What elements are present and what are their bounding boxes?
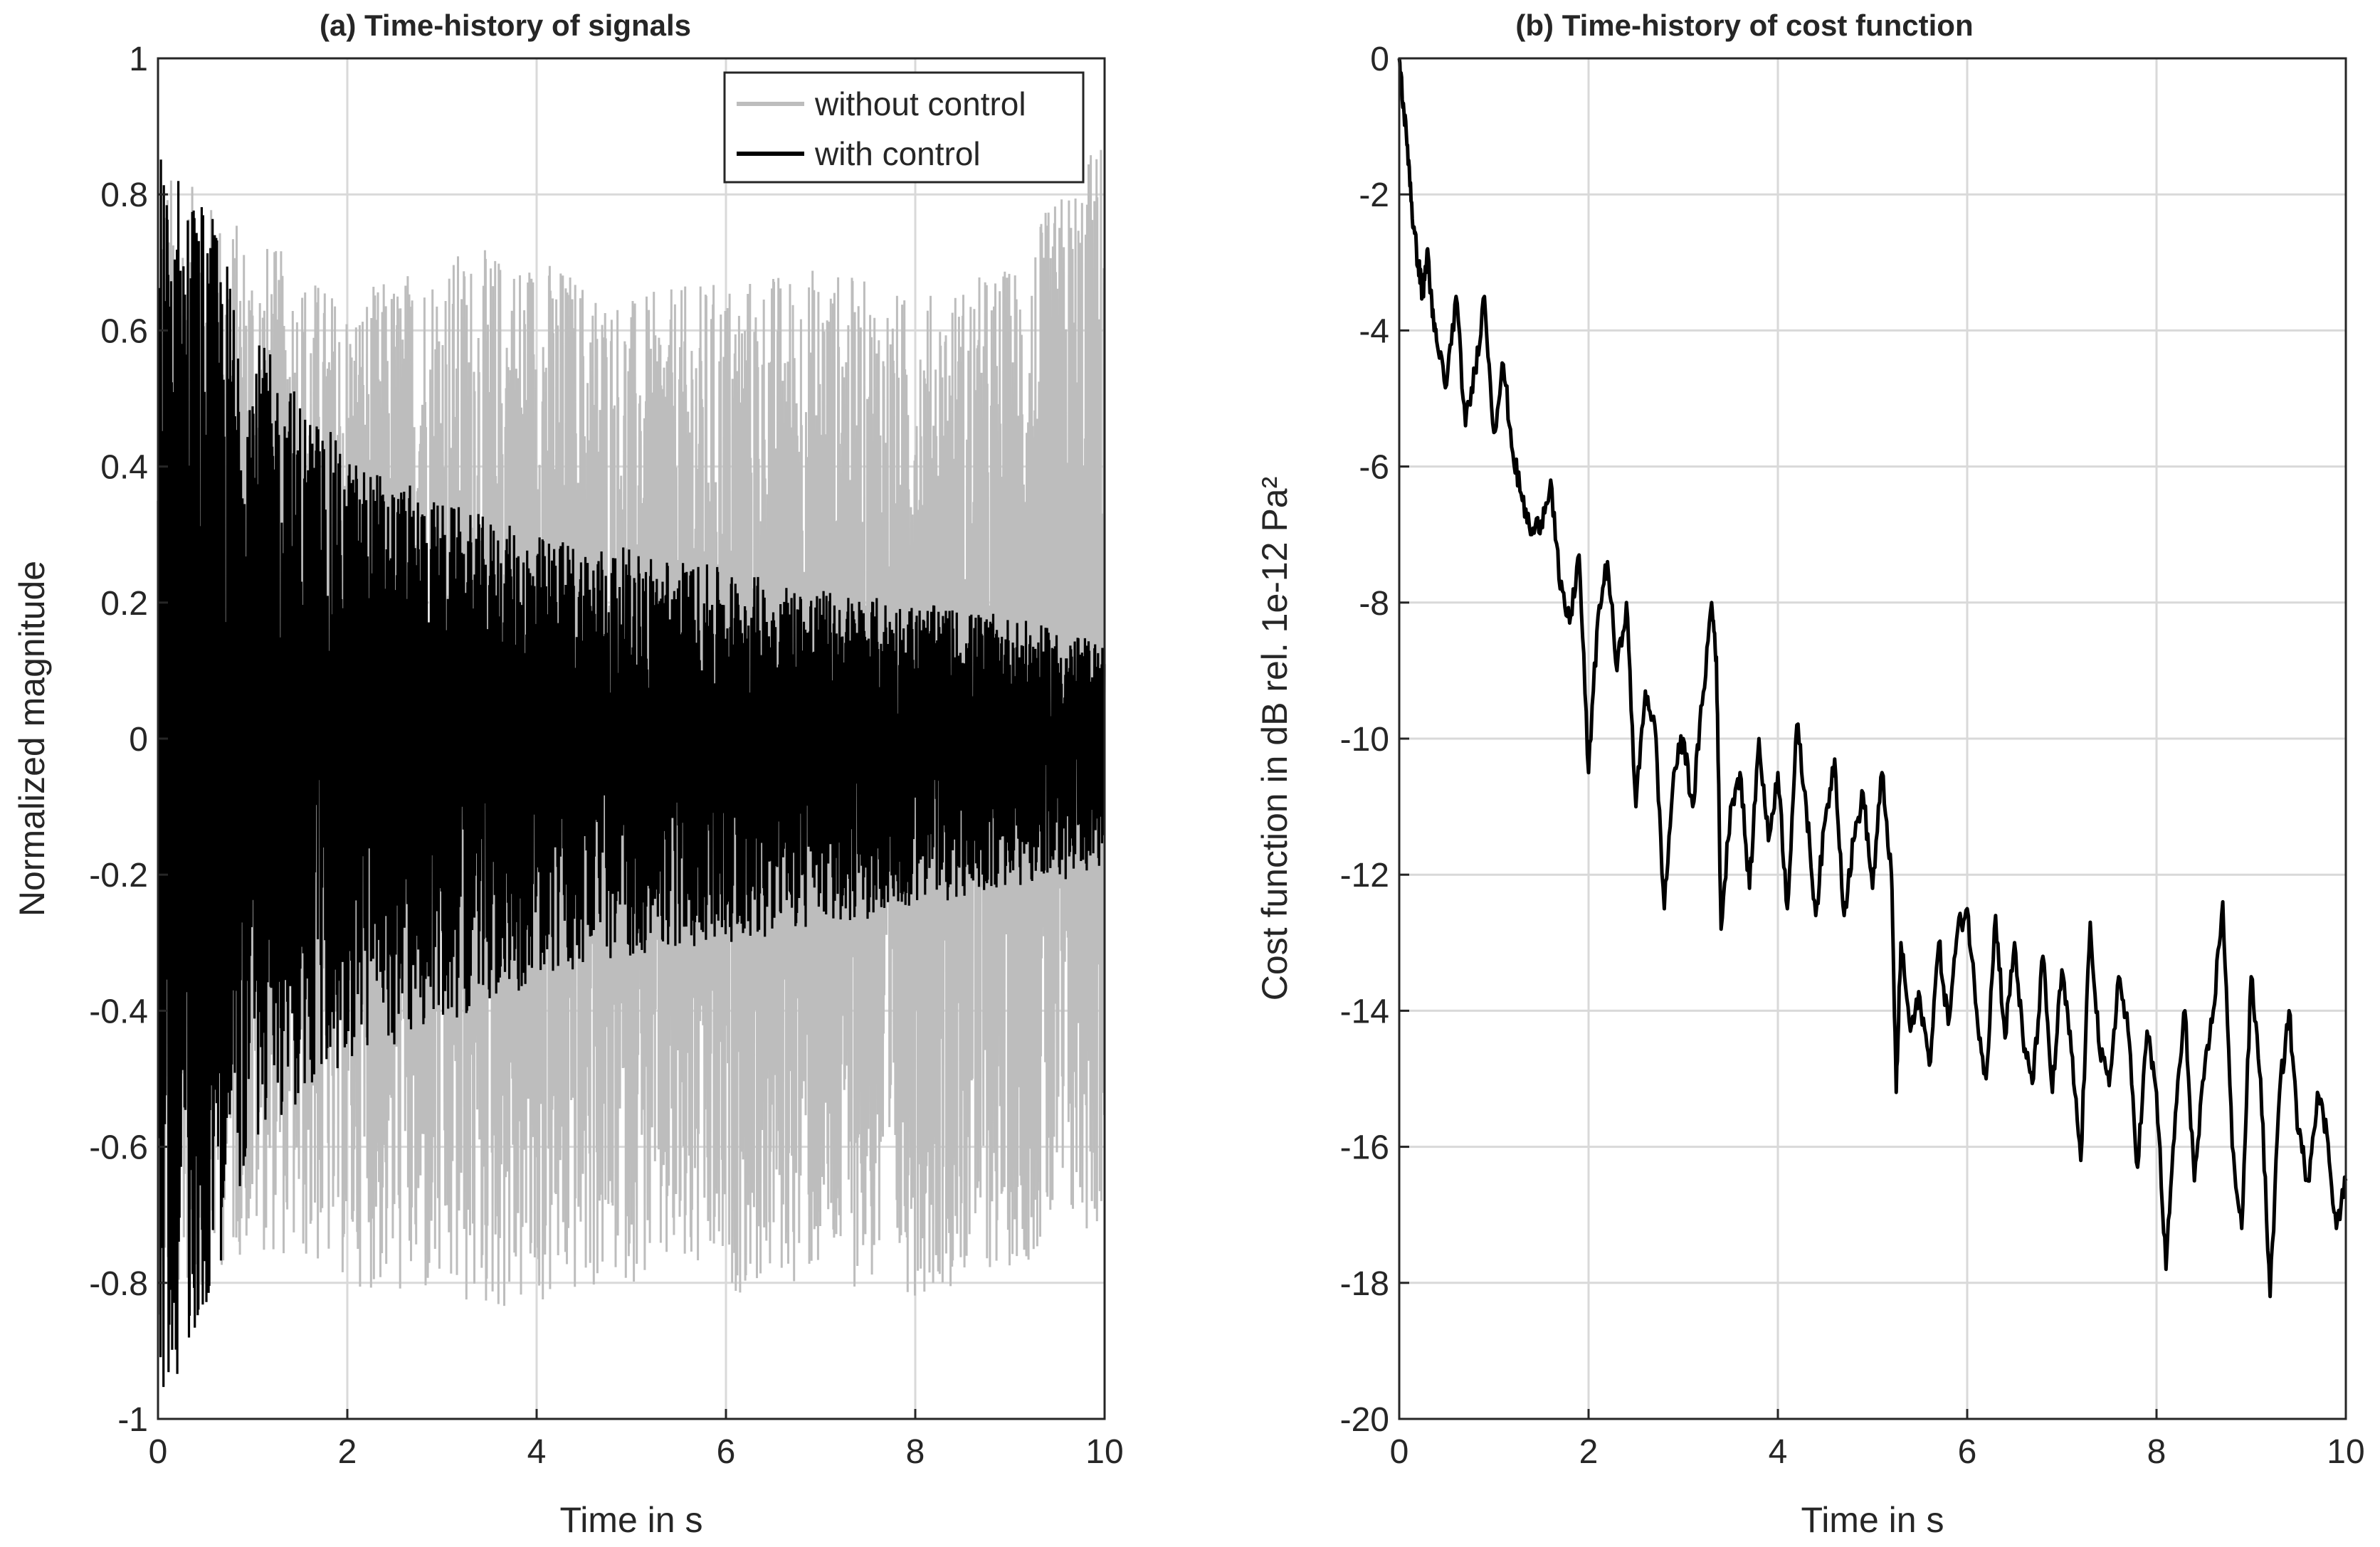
panel-a-xtick-label: 8 bbox=[906, 1433, 925, 1471]
panel-a-title: (a) Time-history of signals bbox=[320, 9, 691, 42]
legend-label-without-control: without control bbox=[814, 85, 1026, 122]
panel-b-xtick-label: 6 bbox=[1958, 1433, 1977, 1471]
panel-b-series bbox=[1397, 58, 2348, 1299]
panel-b-ytick-label: -12 bbox=[1340, 857, 1389, 894]
panel-b-xtick-label: 4 bbox=[1769, 1433, 1788, 1471]
panel-a-series bbox=[157, 149, 1106, 1388]
panel-b-ytick-label: -16 bbox=[1340, 1129, 1389, 1167]
panel-a-ytick-label: -0.8 bbox=[89, 1265, 148, 1303]
panel-b-ytick-label: -20 bbox=[1340, 1401, 1389, 1439]
panel-b-ticks: 0 2 4 6 8 10 0 -2 -4 -6 -8 -10 -12 -14 -16 -18 -20 bbox=[1340, 41, 2365, 1471]
panel-b-xtick-label: 10 bbox=[2327, 1433, 2364, 1471]
panel-a-xtick-label: 10 bbox=[1085, 1433, 1123, 1471]
panel-b-ytick-label: -8 bbox=[1359, 585, 1389, 623]
panel-a-ytick-label: 0 bbox=[129, 721, 148, 759]
panel-a-ytick-label: 0.4 bbox=[100, 449, 148, 487]
panel-a-xtick-label: 6 bbox=[717, 1433, 736, 1471]
panel-a-ytick-label: -0.4 bbox=[89, 993, 148, 1030]
panel-a-xtick-label: 0 bbox=[149, 1433, 168, 1471]
series-line-with-control bbox=[157, 159, 1106, 1388]
panel-a-xlabel: Time in s bbox=[560, 1500, 703, 1540]
panel-b-xtick-label: 8 bbox=[2147, 1433, 2166, 1471]
panel-a-ytick-label: 0.6 bbox=[100, 312, 148, 350]
panel-b-ytick-label: 0 bbox=[1370, 41, 1389, 78]
panel-b-ylabel: Cost function in dB rel. 1e-12 Pa² bbox=[1255, 477, 1295, 1001]
panel-b-ytick-label: -10 bbox=[1340, 721, 1389, 759]
panel-b-title: (b) Time-history of cost function bbox=[1515, 9, 1973, 42]
cost-function-line bbox=[1397, 58, 2348, 1299]
panel-b-xlabel: Time in s bbox=[1801, 1500, 1944, 1540]
panel-b-ytick-label: -6 bbox=[1359, 449, 1389, 487]
panel-a-ticks: 0 2 4 6 8 10 1 0.8 0.6 0.4 0.2 0 -0.2 -0.4 -0.6 -0.8 -1 bbox=[89, 41, 1123, 1471]
panel-b-ytick-label: -18 bbox=[1340, 1265, 1389, 1303]
legend-label-with-control: with control bbox=[814, 135, 981, 172]
panel-a-ytick-label: -0.6 bbox=[89, 1129, 148, 1167]
legend: without control with control bbox=[723, 71, 1085, 184]
panel-a-signals: (a) Time-history of signals 0 2 4 6 8 1010.80… bbox=[12, 9, 1124, 1540]
panel-a-ytick-label: 0.2 bbox=[100, 585, 148, 623]
panel-b-ytick-label: -14 bbox=[1340, 993, 1389, 1030]
panel-b-ytick-label: -2 bbox=[1359, 176, 1389, 214]
panel-a-ytick-label: 1 bbox=[129, 41, 148, 78]
panel-a-ytick-label: -1 bbox=[117, 1401, 148, 1439]
panel-b-cost-function: (b) Time-history of cost function 0 2 4 6 8 1… bbox=[1255, 9, 2365, 1540]
panel-b-ytick-label: -4 bbox=[1359, 312, 1389, 350]
panel-b-grid bbox=[1398, 57, 2347, 1420]
panel-a-ylabel: Normalized magnitude bbox=[12, 561, 52, 917]
panel-a-xtick-label: 2 bbox=[338, 1433, 357, 1471]
legend-box bbox=[723, 71, 1085, 184]
panel-b-xtick-label: 2 bbox=[1579, 1433, 1599, 1471]
panel-b-xtick-label: 0 bbox=[1390, 1433, 1409, 1471]
panel-a-ytick-label: -0.2 bbox=[89, 857, 148, 894]
panel-a-ytick-label: 0.8 bbox=[100, 176, 148, 214]
panel-a-xtick-label: 4 bbox=[527, 1433, 547, 1471]
